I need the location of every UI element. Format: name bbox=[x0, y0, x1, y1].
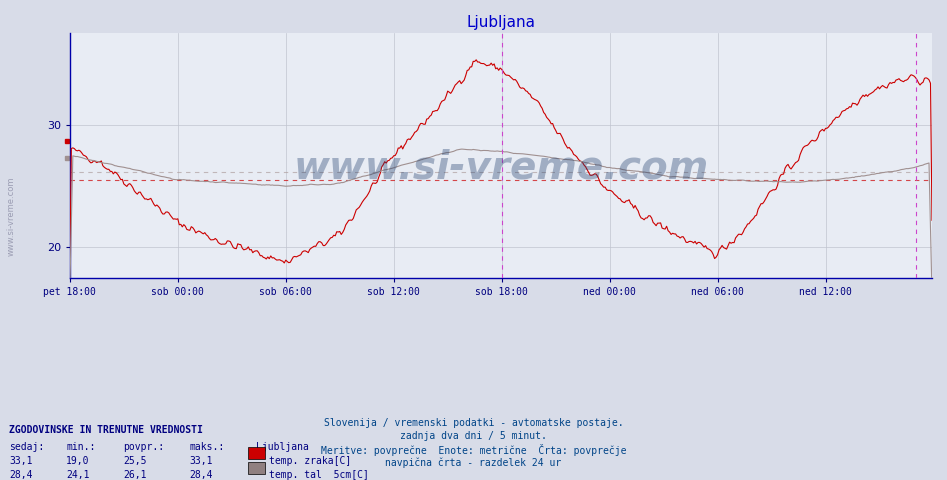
Text: temp. tal  5cm[C]: temp. tal 5cm[C] bbox=[269, 470, 368, 480]
Text: 28,4: 28,4 bbox=[9, 470, 33, 480]
Text: Meritve: povprečne  Enote: metrične  Črta: povprečje: Meritve: povprečne Enote: metrične Črta:… bbox=[321, 444, 626, 456]
Text: povpr.:: povpr.: bbox=[123, 442, 164, 452]
Text: zadnja dva dni / 5 minut.: zadnja dva dni / 5 minut. bbox=[400, 431, 547, 441]
Text: navpična črta - razdelek 24 ur: navpična črta - razdelek 24 ur bbox=[385, 458, 562, 468]
Title: Ljubljana: Ljubljana bbox=[467, 15, 535, 30]
Text: sedaj:: sedaj: bbox=[9, 442, 45, 452]
Text: 26,1: 26,1 bbox=[123, 470, 147, 480]
Text: 24,1: 24,1 bbox=[66, 470, 90, 480]
Text: temp. zraka[C]: temp. zraka[C] bbox=[269, 456, 351, 466]
Text: 19,0: 19,0 bbox=[66, 456, 90, 466]
Text: Ljubljana: Ljubljana bbox=[256, 442, 309, 452]
Text: www.si-vreme.com: www.si-vreme.com bbox=[294, 148, 708, 187]
Text: 33,1: 33,1 bbox=[189, 456, 213, 466]
Text: 28,4: 28,4 bbox=[189, 470, 213, 480]
Text: www.si-vreme.com: www.si-vreme.com bbox=[7, 176, 16, 256]
Text: 33,1: 33,1 bbox=[9, 456, 33, 466]
Text: maks.:: maks.: bbox=[189, 442, 224, 452]
Text: min.:: min.: bbox=[66, 442, 96, 452]
Text: ZGODOVINSKE IN TRENUTNE VREDNOSTI: ZGODOVINSKE IN TRENUTNE VREDNOSTI bbox=[9, 425, 204, 435]
Text: 25,5: 25,5 bbox=[123, 456, 147, 466]
Text: Slovenija / vremenski podatki - avtomatske postaje.: Slovenija / vremenski podatki - avtomats… bbox=[324, 418, 623, 428]
